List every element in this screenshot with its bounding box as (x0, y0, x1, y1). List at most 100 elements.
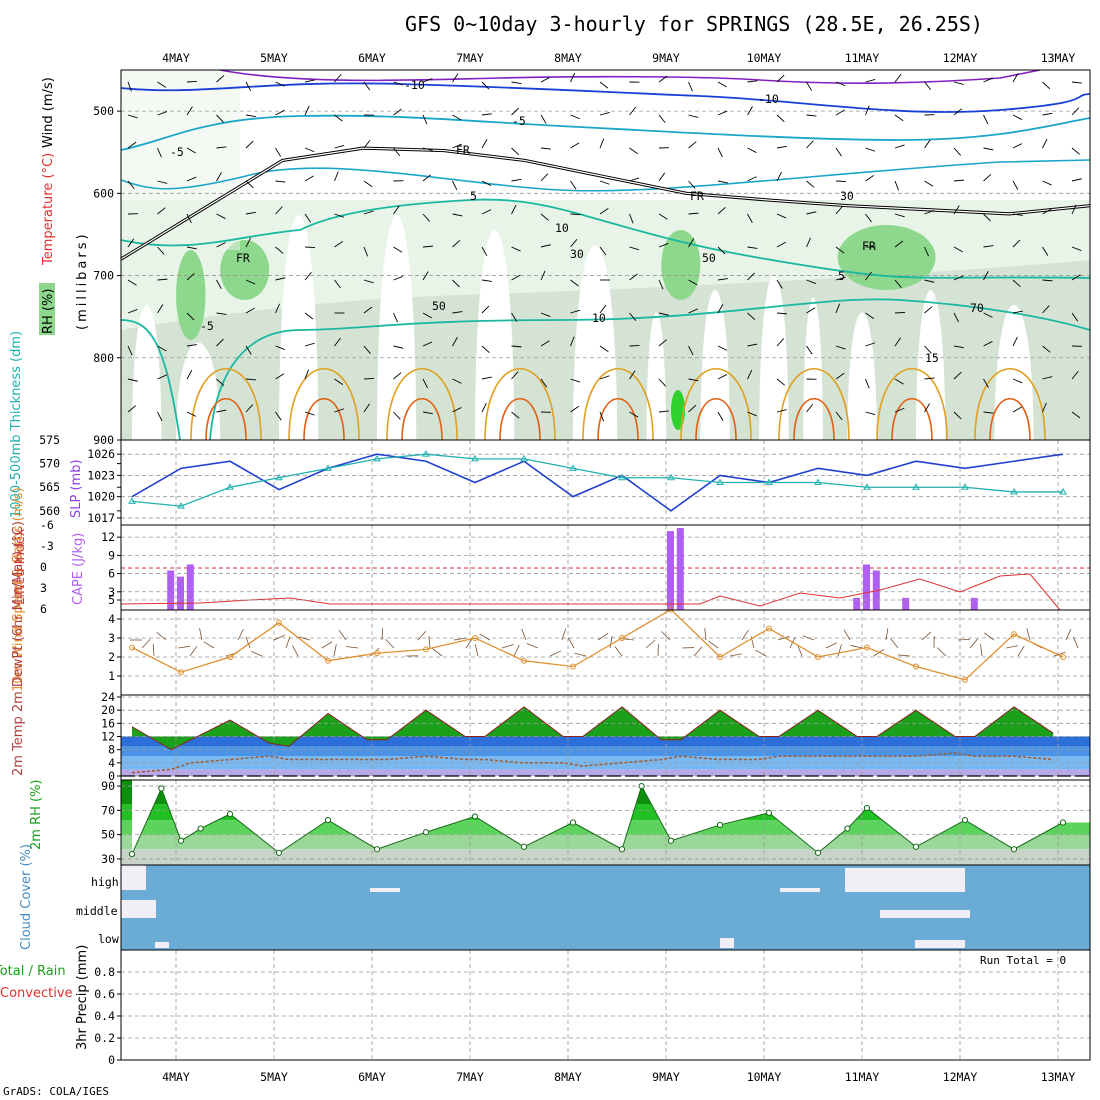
upper-wind-barb (1012, 406, 1022, 413)
upper-wind-barb (216, 242, 226, 248)
isotherm-plus20 (597, 398, 639, 441)
contour-label: 50 (432, 299, 446, 313)
cape-bar (167, 570, 175, 610)
isotherm-plus15 (484, 368, 556, 441)
contour-label: 5 (470, 189, 477, 203)
upper-wind-barb (1071, 411, 1081, 419)
cape-bar (667, 531, 674, 610)
upper-wind-barb (599, 111, 610, 116)
surface-wind-barb (1072, 636, 1079, 649)
lifted-tick-label: 0 (40, 560, 47, 574)
upper-wind-barb (894, 240, 904, 248)
axis-tick-label: 560 (39, 504, 60, 518)
date-tick-bottom: 9MAY (652, 1070, 680, 1084)
temperature-legend-label: Temperature (°C) (41, 153, 56, 266)
upper-wind-barb (865, 213, 872, 223)
upper-wind-barb (452, 213, 463, 217)
axis-tick-label: 0 (108, 1053, 115, 1067)
contour-label: -10 (404, 78, 425, 92)
upper-wind-barb (629, 147, 638, 155)
upper-wind-barb (599, 180, 610, 185)
date-tick-top: 8MAY (554, 51, 582, 65)
upper-wind-barb (1012, 180, 1019, 190)
upper-wind-barb (599, 138, 605, 149)
upper-wind-barb (452, 73, 459, 83)
axis-tick-label: 700 (93, 269, 114, 283)
contour-label: 70 (970, 301, 984, 315)
axis-tick-label: 1017 (87, 511, 115, 525)
upper-wind-barb (422, 147, 433, 151)
upper-wind-barb (953, 345, 964, 349)
rh-marker (863, 804, 871, 812)
surface-wind-barb (177, 645, 190, 649)
upper-wind-barb (304, 312, 314, 320)
upper-wind-barb (717, 110, 728, 116)
date-tick-top: 5MAY (260, 51, 288, 65)
rh-dry-column (279, 215, 319, 440)
upper-wind-barb (540, 378, 548, 388)
upper-wind-barb (393, 81, 404, 86)
wind-speed-line (131, 608, 1064, 681)
upper-wind-barb (1042, 246, 1049, 256)
surface-wind-barb (898, 654, 911, 657)
thickness-marker (667, 473, 675, 481)
contour-label: FR (862, 239, 876, 253)
upper-air-legend: RH (%) Temperature (°C) Wind (m/s) (mill… (39, 77, 90, 335)
upper-wind-barb (658, 75, 668, 83)
rh-axis-label: 2m RH (%) (29, 779, 44, 850)
upper-wind-barb (245, 211, 256, 215)
date-tick-bottom: 6MAY (358, 1070, 386, 1084)
date-tick-bottom: 5MAY (260, 1070, 288, 1084)
upper-wind-barb (216, 279, 222, 289)
upper-wind-barb (658, 242, 669, 248)
axis-tick-label: 900 (93, 433, 114, 447)
upper-wind-barb (334, 114, 343, 122)
upper-wind-barb (127, 308, 138, 314)
upper-wind-barb (835, 303, 841, 314)
surface-wind-barb (465, 637, 474, 649)
contour-label: 10 (592, 311, 606, 325)
upper-wind-barb (953, 371, 962, 380)
upper-wind-barb (216, 409, 227, 413)
cape-bar (676, 528, 684, 610)
upper-wind-barb (422, 378, 428, 389)
upper-wind-barb (658, 312, 669, 316)
upper-wind-barb (747, 213, 753, 223)
rh-dry-column (475, 230, 515, 440)
upper-wind-barb (1071, 312, 1079, 322)
upper-wind-barb (835, 109, 845, 116)
isotherm-plus15 (288, 368, 360, 441)
surface-wind-barb (797, 644, 803, 657)
upper-wind-barb (599, 304, 607, 314)
upper-wind-barb (127, 279, 137, 286)
upper-wind-barb (688, 238, 695, 248)
upper-wind-barb (245, 378, 257, 381)
upper-wind-barb (1071, 246, 1082, 252)
surface-wind-barb (203, 641, 215, 649)
upper-wind-barb (747, 312, 756, 321)
upper-wind-barb (275, 206, 283, 215)
upper-wind-barb (570, 309, 581, 314)
surface-wind-barb (292, 645, 299, 657)
upper-wind-barb (717, 147, 723, 158)
surface-wind-barb (346, 646, 359, 649)
upper-wind-barb (157, 147, 162, 158)
upper-wind-barb (688, 308, 698, 314)
upper-wind-barb (894, 312, 906, 314)
upper-wind-barb (629, 246, 640, 251)
upper-wind-barb (1012, 336, 1018, 347)
upper-wind-barb (894, 180, 900, 191)
upper-wind-barb (865, 312, 875, 319)
upper-wind-barb (216, 213, 226, 219)
upper-wind-barb (186, 106, 193, 116)
upper-wind-barb (924, 139, 931, 149)
upper-wind-barb (747, 411, 757, 417)
surface-wind-barb (141, 638, 151, 649)
upper-wind-barb (806, 279, 816, 285)
rh-marker (520, 843, 528, 850)
wind-speed-marker (227, 654, 233, 660)
thickness-marker (618, 473, 626, 481)
upper-wind-barb (1012, 310, 1023, 314)
